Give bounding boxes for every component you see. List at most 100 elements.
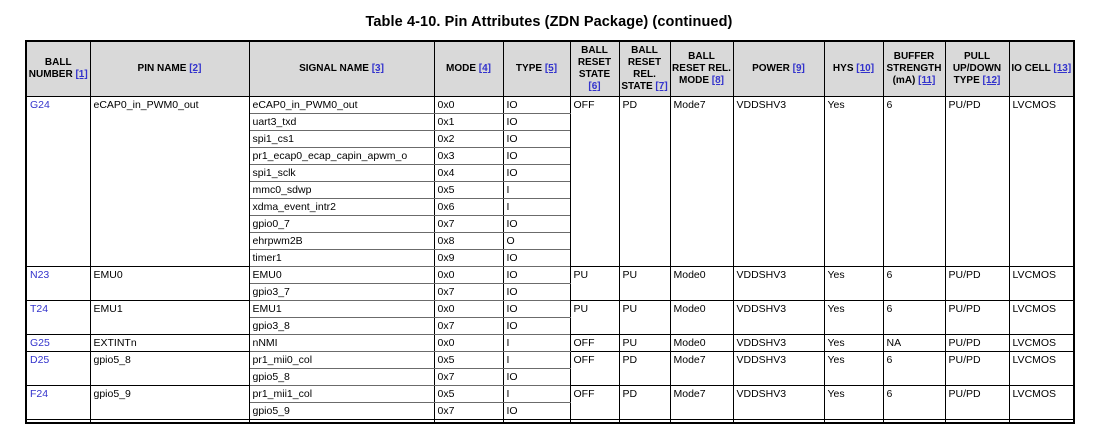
table-row: uart3_txd 0x1 IO xyxy=(26,112,1074,131)
pin-name-cell: EXTINTn xyxy=(89,333,250,352)
type-cell: IO xyxy=(502,129,571,148)
table-row: ehrpwm2B 0x8 O xyxy=(26,231,1074,250)
signal-name-cell: pr1_mii0_col xyxy=(248,350,435,369)
mode-cell: 0x6 xyxy=(433,197,504,216)
signal-name-cell: spi1_cs1 xyxy=(248,129,435,148)
col-label: IO CELL xyxy=(1011,62,1051,74)
col-header-hys: HYS [10] xyxy=(823,40,884,97)
column-ref-link[interactable]: [3] xyxy=(371,62,384,74)
power-cell: VDDSHV3 xyxy=(732,384,825,420)
column-ref-link[interactable]: [6] xyxy=(588,80,601,92)
table-row: D25 gpio5_8 pr1_mii0_col 0x5 I OFF PD Mode7 VDDS… xyxy=(25,350,1075,386)
type-cell: I xyxy=(502,180,571,199)
column-ref-link[interactable]: [10] xyxy=(856,62,875,74)
empty-cell xyxy=(944,418,1010,424)
column-ref-link[interactable]: [1] xyxy=(75,68,88,80)
signal-name-cell: mmc0_sdwp xyxy=(248,180,435,199)
ball-number-link[interactable]: N23 xyxy=(30,268,50,281)
pull-updown-type-cell: PU/PD xyxy=(944,384,1010,420)
hys-cell: Yes xyxy=(823,384,884,420)
type-cell: I xyxy=(502,384,571,403)
column-ref-link[interactable]: [5] xyxy=(544,62,558,74)
type-cell: IO xyxy=(502,316,571,335)
mode-cell: 0x0 xyxy=(433,95,504,114)
table-row: mmc0_sdwp 0x5 I xyxy=(26,180,1074,199)
ball-reset-state-cell: OFF xyxy=(569,95,620,267)
ball-number-link[interactable]: T24 xyxy=(30,302,49,315)
signal-name-cell: EMU1 xyxy=(248,299,435,318)
ball-reset-rel-state-cell: PD xyxy=(618,95,671,267)
mode-cell: 0x5 xyxy=(433,180,504,199)
ball-number-cell: G25 xyxy=(25,333,91,352)
empty-cell xyxy=(882,418,946,424)
table-row: F24 gpio5_9 pr1_mii1_col 0x5 I OFF PD Mode7 VDDS… xyxy=(25,384,1075,420)
io-cell-value: LVCMOS xyxy=(1008,265,1075,301)
ball-number-link[interactable]: D25 xyxy=(30,353,50,366)
ball-number-link[interactable]: G24 xyxy=(30,98,50,111)
power-cell: VDDSHV3 xyxy=(732,299,825,335)
pull-updown-type-cell: PU/PD xyxy=(944,299,1010,335)
signal-name-cell: gpio5_8 xyxy=(248,367,435,386)
ball-number-cell: G24 xyxy=(25,95,91,267)
mode-cell: 0x7 xyxy=(433,316,504,335)
empty-cell xyxy=(569,418,620,424)
col-header-ball-reset-rel-state: BALL RESET REL. STATE [7] xyxy=(618,40,671,97)
table-row: gpio3_8 0x7 IO xyxy=(26,316,1074,335)
mode-cell: 0x7 xyxy=(433,401,504,420)
power-cell: VDDSHV3 xyxy=(732,350,825,386)
mode-cell: 0x1 xyxy=(433,112,504,131)
hys-cell: Yes xyxy=(823,299,884,335)
col-header-signal-name: SIGNAL NAME [3] xyxy=(248,40,435,97)
empty-cell xyxy=(89,418,250,424)
mode-cell: 0x2 xyxy=(433,129,504,148)
col-label: BALL RESET STATE xyxy=(577,44,612,80)
ball-number-link[interactable]: F24 xyxy=(30,387,49,400)
column-ref-link[interactable]: [13] xyxy=(1053,62,1072,74)
ball-reset-rel-state-cell: PD xyxy=(618,350,671,386)
mode-cell: 0x7 xyxy=(433,367,504,386)
mode-cell: 0x7 xyxy=(433,282,504,301)
ball-reset-rel-mode-cell: Mode0 xyxy=(669,333,734,352)
col-header-ball-reset-state: BALL RESET STATE [6] xyxy=(569,40,620,97)
column-ref-link[interactable]: [4] xyxy=(478,62,491,74)
type-cell: IO xyxy=(502,146,571,165)
empty-cell xyxy=(823,418,884,424)
io-cell-value: LVCMOS xyxy=(1008,95,1075,267)
mode-cell: 0x9 xyxy=(433,248,504,267)
signal-name-cell: gpio3_7 xyxy=(248,282,435,301)
ball-reset-rel-mode-cell: Mode7 xyxy=(669,350,734,386)
power-cell: VDDSHV3 xyxy=(732,95,825,267)
signal-name-cell: xdma_event_intr2 xyxy=(248,197,435,216)
empty-cell xyxy=(248,418,435,424)
pin-name-cell: eCAP0_in_PWM0_out xyxy=(89,95,250,267)
column-ref-link[interactable]: [11] xyxy=(918,74,936,86)
ball-reset-state-cell: OFF xyxy=(569,384,620,420)
ball-reset-rel-state-cell: PU xyxy=(618,299,671,335)
mode-cell: 0x0 xyxy=(433,265,504,284)
signal-name-cell: nNMI xyxy=(248,333,435,352)
column-ref-link[interactable]: [2] xyxy=(189,62,202,74)
col-label: BALL NUMBER xyxy=(28,56,73,80)
column-ref-link[interactable]: [8] xyxy=(711,74,724,86)
ball-number-link[interactable]: G25 xyxy=(30,336,50,349)
hys-cell: Yes xyxy=(823,265,884,301)
ball-number-cell: F24 xyxy=(25,384,91,420)
signal-name-cell: spi1_sclk xyxy=(248,163,435,182)
buffer-strength-cell: 6 xyxy=(882,299,946,335)
empty-cell xyxy=(1008,418,1075,424)
empty-cell xyxy=(669,418,734,424)
hys-cell: Yes xyxy=(823,95,884,267)
signal-name-cell: gpio0_7 xyxy=(248,214,435,233)
col-label: HYS xyxy=(832,62,854,74)
column-ref-link[interactable]: [9] xyxy=(792,62,805,74)
empty-cell xyxy=(433,418,504,424)
column-ref-link[interactable]: [12] xyxy=(982,74,1001,86)
column-ref-link[interactable]: [7] xyxy=(655,80,668,92)
table-row: G24 eCAP0_in_PWM0_out eCAP0_in_PWM0_out 0x0… xyxy=(25,95,1075,267)
power-cell: VDDSHV3 xyxy=(732,333,825,352)
table-title: Table 4-10. Pin Attributes (ZDN Package)… xyxy=(365,14,733,30)
col-label: TYPE xyxy=(515,62,543,74)
table-row: N23 EMU0 EMU0 0x0 IO PU PU Mode0 VDDSHV3 Yes 6 PU/P… xyxy=(25,265,1075,301)
table-row: spi1_sclk 0x4 IO xyxy=(26,163,1074,182)
table-row: timer1 0x9 IO xyxy=(26,248,1074,267)
